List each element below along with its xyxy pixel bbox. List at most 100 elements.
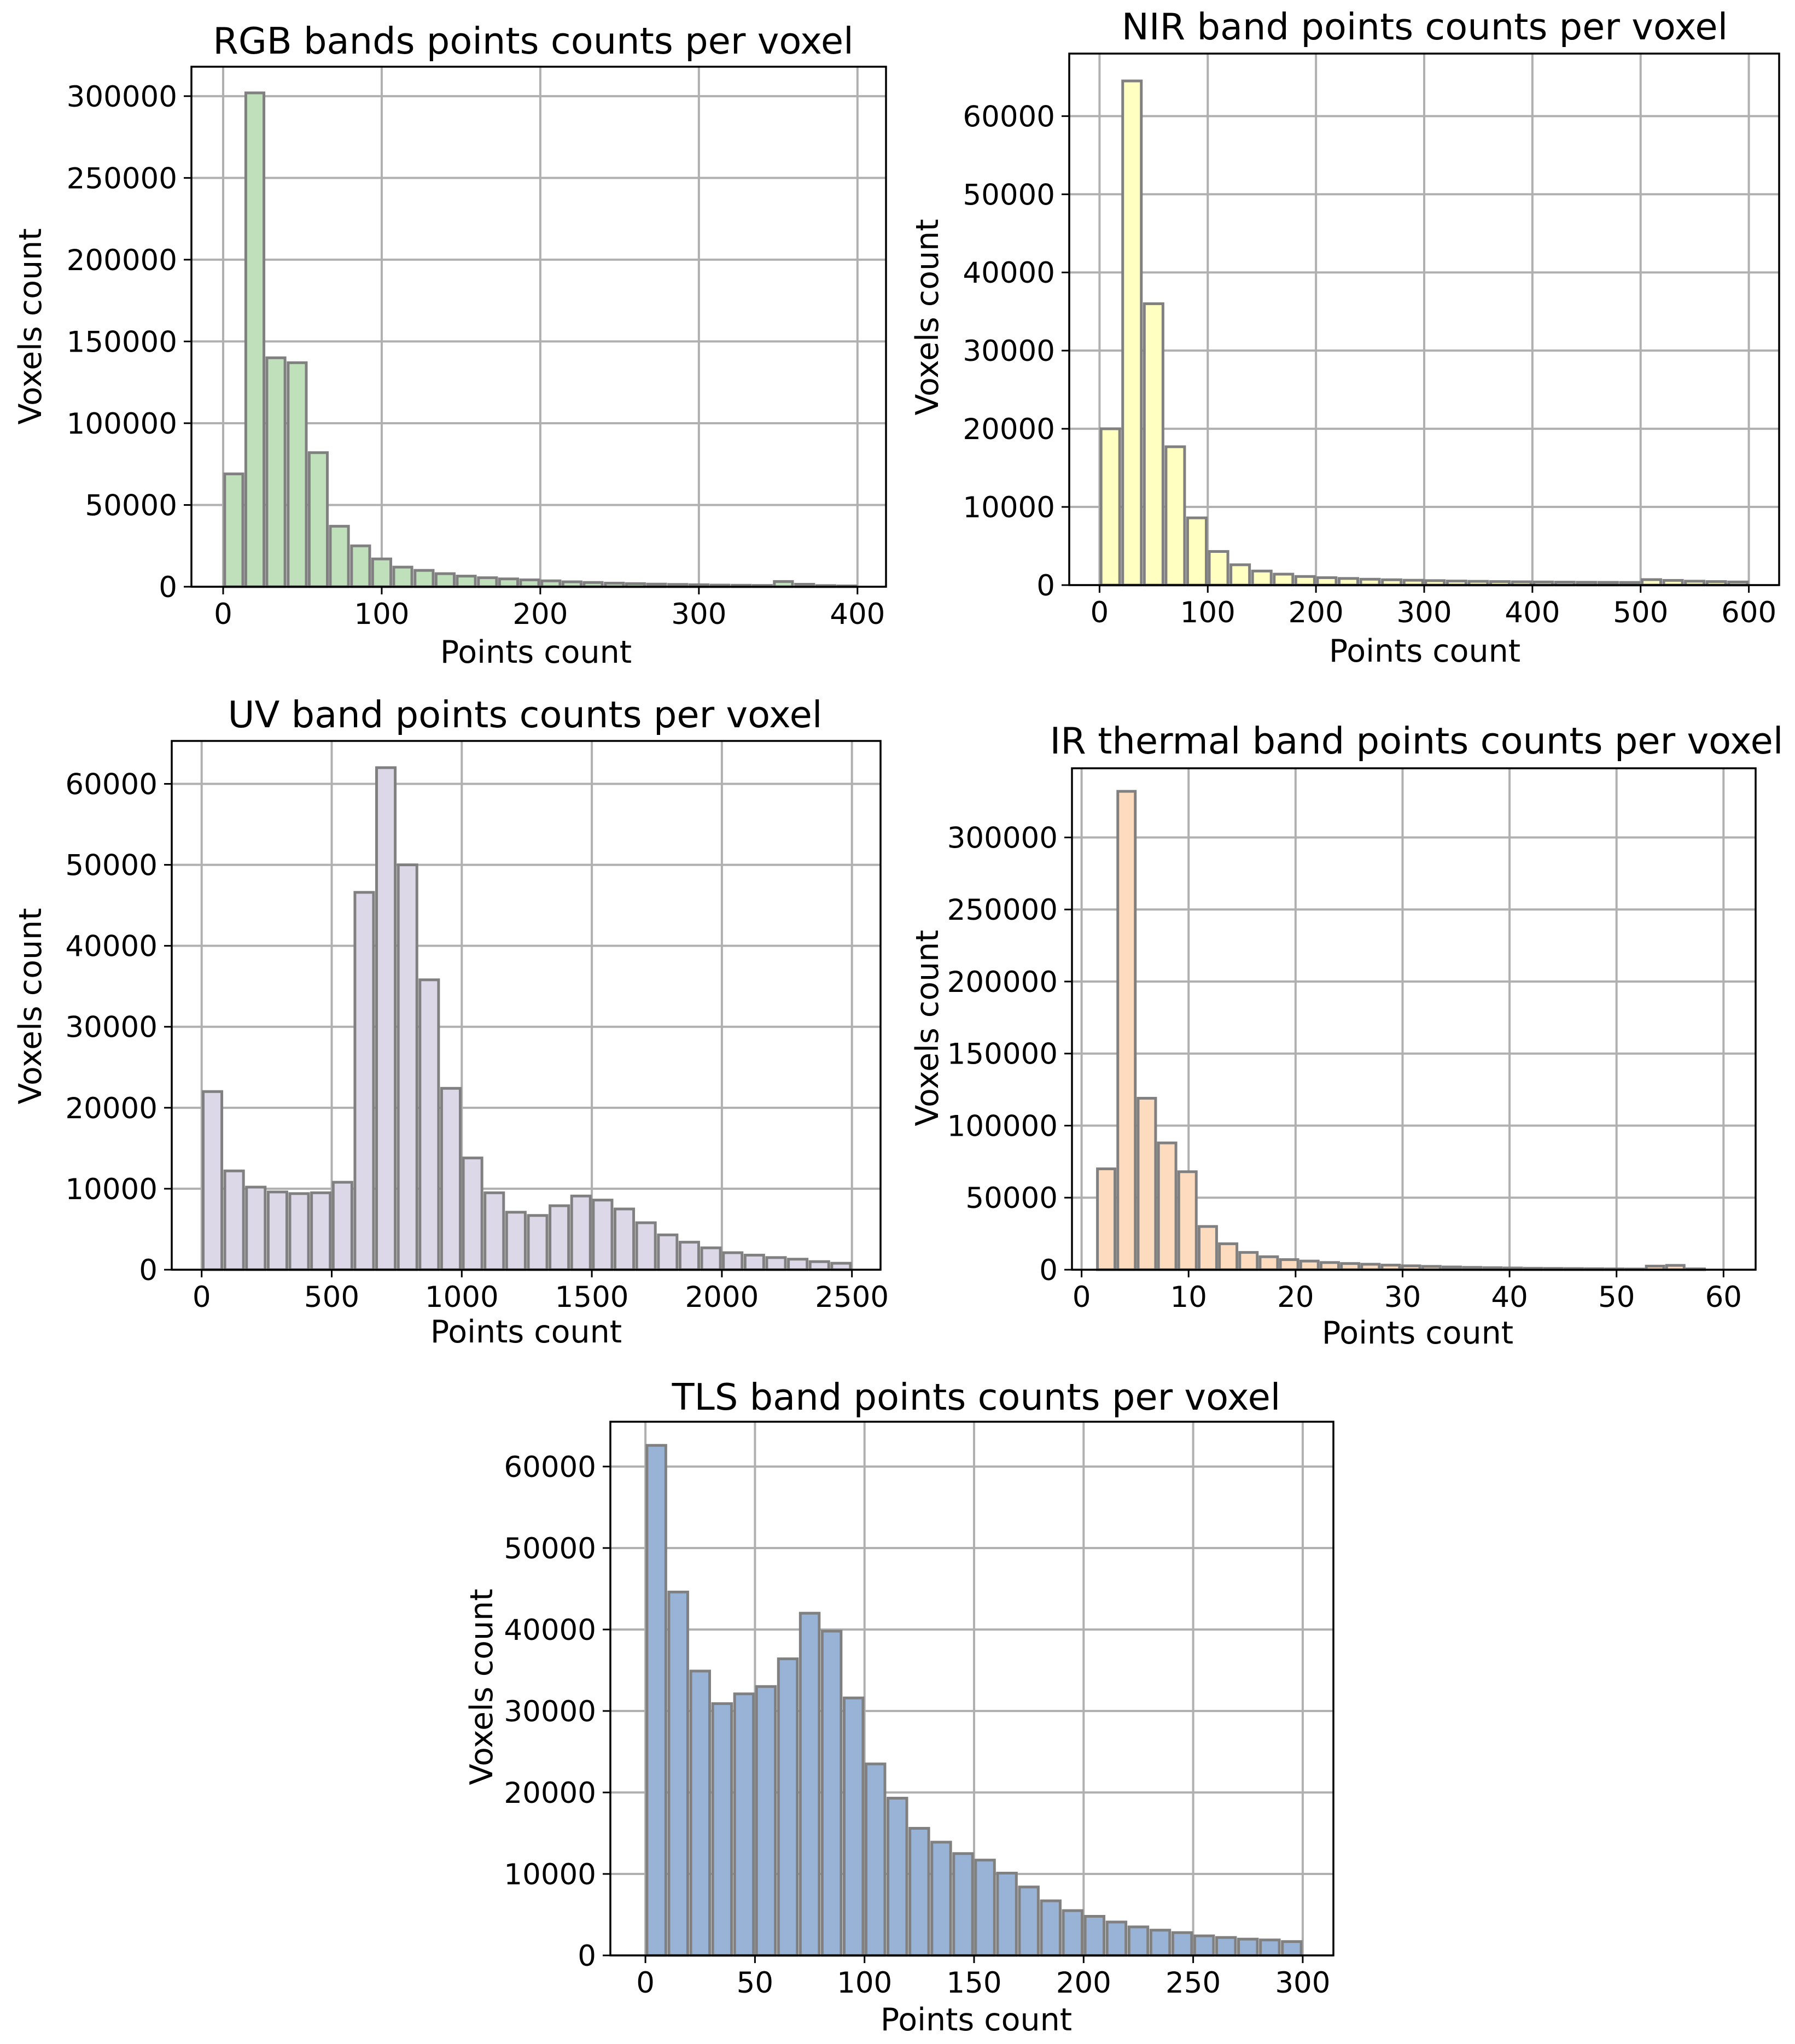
tls-x-tick-label: 0 <box>636 1966 655 2000</box>
rgb-y-tick-label: 300000 <box>67 80 177 114</box>
uv-bar <box>353 891 375 1271</box>
nir-bar <box>1316 576 1338 587</box>
tls-bar <box>908 1827 930 1957</box>
uv-bar <box>310 1191 332 1271</box>
tls-x-tick-label: 200 <box>1056 1966 1111 2000</box>
nir-bar <box>1143 302 1164 587</box>
nir-x-tick-label: 600 <box>1721 596 1776 629</box>
tls-y-tick-label: 0 <box>578 1940 596 1973</box>
nir-x-axis-label: Points count <box>1329 633 1520 669</box>
tls-bar <box>996 1872 1018 1957</box>
ir-bar <box>1177 1170 1198 1271</box>
uv-x-tick-label: 1000 <box>425 1281 499 1314</box>
nir-y-tick-label: 60000 <box>963 100 1055 133</box>
nir-plot-area: 0 100 200 300 400 500 600 0 10000 20000 30000 40000… <box>963 52 1780 629</box>
ir-bar <box>1319 1261 1340 1271</box>
rgb-x-tick-label: 300 <box>671 598 726 631</box>
tls-bar <box>799 1611 821 1957</box>
tls-bar <box>1237 1937 1259 1957</box>
tls-bar <box>667 1590 689 1957</box>
uv-bar <box>765 1256 787 1271</box>
tls-bar <box>952 1852 974 1957</box>
rgb-y-tick-label: 150000 <box>67 325 177 359</box>
rgb-x-tick-label: 200 <box>512 598 568 631</box>
chart-rgb: 0 100 200 300 400 0 50000 100000 150000 200000 250… <box>13 20 887 670</box>
uv-x-tick-label: 2500 <box>815 1281 889 1314</box>
nir-bar <box>1099 427 1121 587</box>
nir-y-tick-label: 0 <box>1036 569 1055 603</box>
nir-bar <box>1337 577 1360 587</box>
tls-bar <box>777 1657 799 1957</box>
nir-bar <box>1208 550 1229 587</box>
tls-plot-area: 0 50 100 150 200 250 300 0 10000 20000 30000 40000 5… <box>504 1421 1334 2000</box>
nir-x-tick-label: 200 <box>1289 596 1344 629</box>
uv-x-tick-label: 0 <box>193 1281 211 1314</box>
tls-bar <box>1105 1920 1128 1957</box>
ir-x-tick-label: 50 <box>1598 1281 1635 1314</box>
tls-bar <box>645 1444 667 1957</box>
tls-bar <box>733 1692 755 1957</box>
uv-bar <box>527 1214 549 1271</box>
tls-chart-title: TLS band points counts per voxel <box>672 1376 1281 1418</box>
rgb-bar <box>413 569 435 588</box>
ir-plot-frame <box>1071 767 1757 1271</box>
uv-x-tick-label: 1500 <box>555 1281 629 1314</box>
chart-nir: 0 100 200 300 400 500 600 0 10000 20000 30000 40000… <box>910 5 1780 669</box>
uv-bar <box>397 863 418 1271</box>
tls-y-tick-label: 50000 <box>504 1532 596 1566</box>
tls-bar <box>1171 1931 1193 1957</box>
tls-bar <box>820 1630 843 1957</box>
rgb-y-tick-label: 0 <box>159 571 177 604</box>
uv-y-tick-label: 0 <box>139 1254 158 1287</box>
tls-bar <box>865 1762 887 1957</box>
uv-bar <box>570 1194 592 1271</box>
nir-y-tick-label: 20000 <box>963 413 1055 446</box>
uv-bar <box>614 1207 636 1271</box>
tls-bar <box>1193 1934 1215 1957</box>
tls-bar <box>1040 1899 1062 1957</box>
uv-bar <box>743 1253 765 1271</box>
nir-bar <box>1273 573 1295 587</box>
uv-bar <box>657 1233 679 1271</box>
rgb-y-tick-label: 250000 <box>67 162 177 195</box>
tls-x-tick-label: 50 <box>737 1966 773 2000</box>
tls-bar <box>1215 1936 1237 1957</box>
ir-bar <box>1218 1242 1239 1271</box>
ir-y-tick-label: 300000 <box>947 821 1058 855</box>
nir-bar <box>1164 445 1186 587</box>
tls-bar <box>1127 1925 1150 1957</box>
chart-uv: 0 500 1000 1500 2000 2500 0 10000 20000 30000 4000… <box>13 693 889 1350</box>
ir-y-tick-label: 50000 <box>965 1182 1058 1215</box>
uv-x-axis-label: Points count <box>430 1314 622 1350</box>
tls-bar <box>842 1696 865 1957</box>
tls-bar <box>930 1841 952 1957</box>
uv-bar <box>722 1251 744 1271</box>
uv-y-tick-label: 60000 <box>65 768 158 801</box>
rgb-bar <box>223 472 244 588</box>
uv-bar <box>635 1221 657 1271</box>
uv-bar <box>830 1262 852 1271</box>
rgb-chart-title: RGB bands points counts per voxel <box>213 20 853 62</box>
uv-bar <box>440 1087 462 1271</box>
uv-bar <box>223 1169 245 1271</box>
tls-y-tick-label: 20000 <box>504 1777 596 1810</box>
ir-bar <box>1137 1096 1157 1271</box>
uv-bar <box>418 978 440 1271</box>
rgb-x-tick-label: 400 <box>830 598 885 631</box>
nir-x-tick-label: 500 <box>1613 596 1668 629</box>
uv-chart-title: UV band points counts per voxel <box>228 693 823 736</box>
rgb-bar <box>477 576 498 588</box>
nir-y-tick-label: 40000 <box>963 256 1055 290</box>
rgb-y-axis-label: Voxels count <box>13 228 49 424</box>
ir-bar <box>1197 1225 1218 1271</box>
ir-y-axis-label: Voxels count <box>910 930 946 1126</box>
ir-y-tick-label: 100000 <box>947 1109 1058 1143</box>
uv-bar <box>549 1204 570 1271</box>
nir-x-tick-label: 300 <box>1396 596 1452 629</box>
rgb-bar <box>287 361 308 588</box>
uv-bar <box>808 1260 830 1271</box>
rgb-bar <box>456 575 477 588</box>
ir-x-tick-label: 10 <box>1170 1281 1207 1314</box>
